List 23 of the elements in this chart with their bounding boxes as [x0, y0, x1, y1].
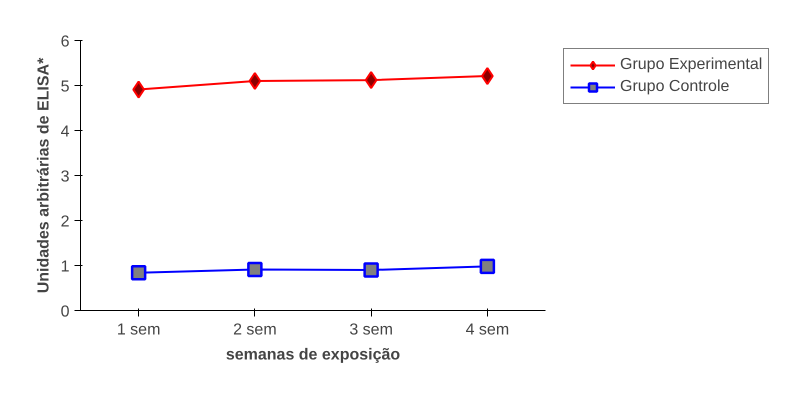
y-tick-label: 0: [60, 304, 70, 320]
y-tick-label: 4: [60, 124, 70, 140]
x-tick-label: 3 sem: [349, 322, 393, 338]
point: [132, 80, 145, 99]
point: [481, 67, 494, 86]
point: [480, 258, 496, 274]
y-tick-label: 2: [60, 214, 70, 230]
x-tick-label: 4 sem: [466, 322, 510, 338]
point: [363, 262, 379, 278]
y-tick-label: 3: [60, 168, 70, 186]
y-tick-label: 5: [60, 78, 70, 96]
y-axis-title: Unidades arbitrárias de ELISA*: [36, 56, 53, 294]
point: [247, 262, 263, 278]
y-tick-label: 6: [60, 34, 70, 50]
legend-label: Grupo Experimental: [620, 56, 762, 74]
x-axis-title: semanas de exposição: [226, 346, 400, 364]
y-tick-label: 1: [60, 258, 70, 276]
point: [248, 72, 262, 90]
legend-label: Grupo Controle: [620, 78, 730, 96]
x-tick-label: 2 sem: [233, 322, 277, 338]
point: [130, 264, 146, 280]
x-tick-label: 1 sem: [116, 322, 160, 338]
point: [364, 71, 378, 90]
